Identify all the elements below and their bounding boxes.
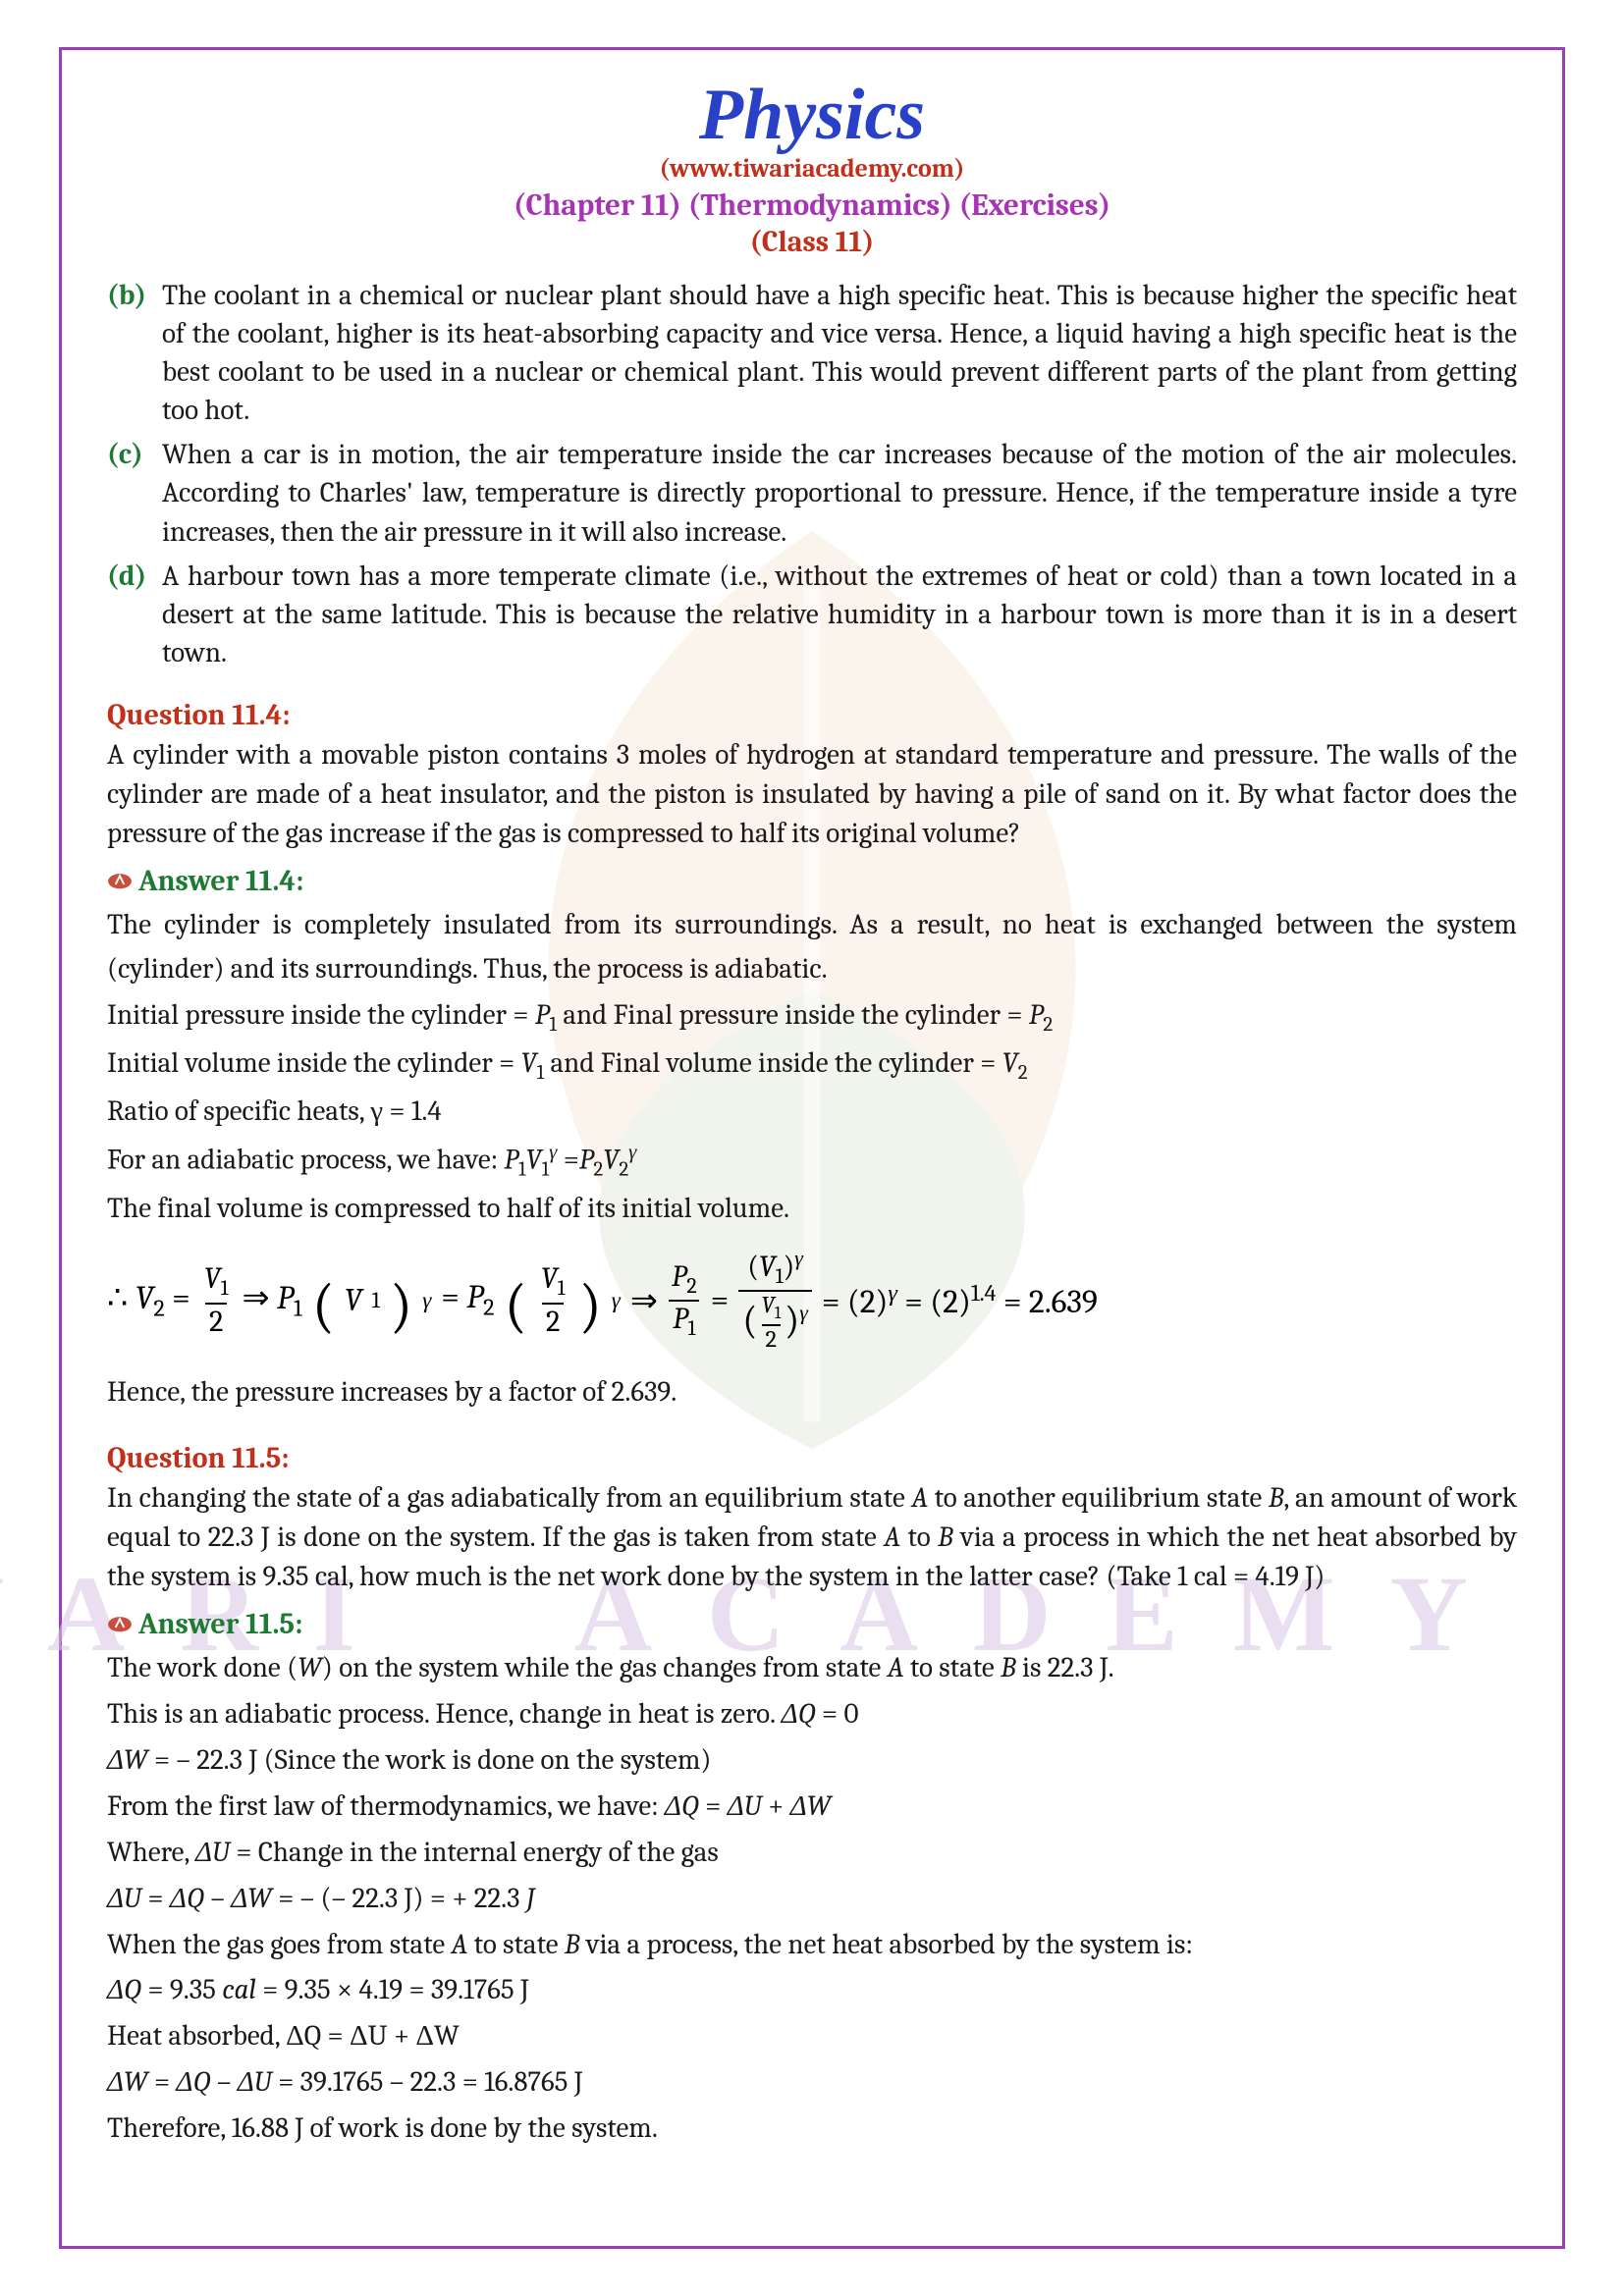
ans-line: The cylinder is completely insulated fro… bbox=[107, 904, 1517, 992]
ans-line: The work done (W) on the system while th… bbox=[107, 1647, 1517, 1691]
eq-result: 2.639 bbox=[1029, 1284, 1098, 1321]
part-label: (d) bbox=[107, 558, 162, 672]
logo-icon bbox=[107, 1614, 133, 1633]
equation-11-4: ∴ V2 = V12 ⇒ P1 (V1)γ = P2 (V12)γ ⇒ P2P1… bbox=[107, 1248, 1517, 1354]
ans-line: ΔQ = 9.35 cal = 9.35 × 4.19 = 39.1765 J bbox=[107, 1969, 1517, 2013]
class-line: (Class 11) bbox=[107, 225, 1517, 259]
part-text: The coolant in a chemical or nuclear pla… bbox=[162, 277, 1517, 431]
ans-line: ΔU = ΔQ – ΔW = – (– 22.3 J) = + 22.3 J bbox=[107, 1878, 1517, 1922]
question-body-11-5: In changing the state of a gas adiabatic… bbox=[107, 1479, 1517, 1597]
ans-line: Initial volume inside the cylinder = V1 … bbox=[107, 1042, 1517, 1089]
chapter-line: (Chapter 11) (Thermodynamics) (Exercises… bbox=[107, 187, 1517, 223]
answer-title-11-5: Answer 11.5: bbox=[107, 1607, 1517, 1641]
gamma-val: 1.4 bbox=[971, 1280, 997, 1308]
ans-line: From the first law of thermodynamics, we… bbox=[107, 1786, 1517, 1830]
answer-title-text: Answer 11.4: bbox=[138, 864, 303, 898]
part-c: (c) When a car is in motion, the air tem… bbox=[107, 436, 1517, 551]
part-d: (d) A harbour town has a more temperate … bbox=[107, 558, 1517, 672]
ans-line: This is an adiabatic process. Hence, cha… bbox=[107, 1693, 1517, 1737]
question-title-11-5: Question 11.5: bbox=[107, 1441, 1517, 1475]
part-label: (c) bbox=[107, 436, 162, 551]
ans-line: ΔW = – 22.3 J (Since the work is done on… bbox=[107, 1739, 1517, 1784]
answer-title-text: Answer 11.5: bbox=[138, 1607, 302, 1641]
part-text: A harbour town has a more temperate clim… bbox=[162, 558, 1517, 672]
ans-line: Heat absorbed, ΔQ = ΔU + ΔW bbox=[107, 2015, 1517, 2059]
logo-icon bbox=[107, 872, 133, 891]
ans-line: ΔW = ΔQ – ΔU = 39.1765 – 22.3 = 16.8765 … bbox=[107, 2061, 1517, 2106]
answer-title-11-4: Answer 11.4: bbox=[107, 864, 1517, 898]
ans-line: Hence, the pressure increases by a facto… bbox=[107, 1371, 1517, 1415]
part-label: (b) bbox=[107, 277, 162, 431]
text-frag: Initial volume inside the cylinder = bbox=[107, 1047, 521, 1080]
answer-parts: (b) The coolant in a chemical or nuclear… bbox=[107, 277, 1517, 672]
part-b: (b) The coolant in a chemical or nuclear… bbox=[107, 277, 1517, 431]
part-text: When a car is in motion, the air tempera… bbox=[162, 436, 1517, 551]
text-frag: and Final pressure inside the cylinder = bbox=[557, 999, 1029, 1032]
ans-line: Therefore, 16.88 J of work is done by th… bbox=[107, 2108, 1517, 2152]
ans-line: When the gas goes from state A to state … bbox=[107, 1924, 1517, 1968]
site-link: (www.tiwariacademy.com) bbox=[107, 154, 1517, 184]
page-title: Physics bbox=[107, 78, 1517, 154]
page-header: Physics (www.tiwariacademy.com) (Chapter… bbox=[107, 78, 1517, 259]
text-frag: Initial pressure inside the cylinder = bbox=[107, 999, 535, 1032]
question-title-11-4: Question 11.4: bbox=[107, 698, 1517, 732]
ans-line: Where, ΔU = Change in the internal energ… bbox=[107, 1832, 1517, 1876]
ans-line: The final volume is compressed to half o… bbox=[107, 1188, 1517, 1232]
text-frag: and Final volume inside the cylinder = bbox=[544, 1047, 1002, 1080]
ans-line: Initial pressure inside the cylinder = P… bbox=[107, 994, 1517, 1041]
ans-line: For an adiabatic process, we have: P1V1γ… bbox=[107, 1137, 1517, 1186]
question-body-11-4: A cylinder with a movable piston contain… bbox=[107, 736, 1517, 854]
text-frag: For an adiabatic process, we have: bbox=[107, 1145, 504, 1177]
page-frame: TIWARI ACADEMY Physics (www.tiwariacadem… bbox=[59, 47, 1565, 2249]
ans-line: Ratio of specific heats, γ = 1.4 bbox=[107, 1091, 1517, 1135]
